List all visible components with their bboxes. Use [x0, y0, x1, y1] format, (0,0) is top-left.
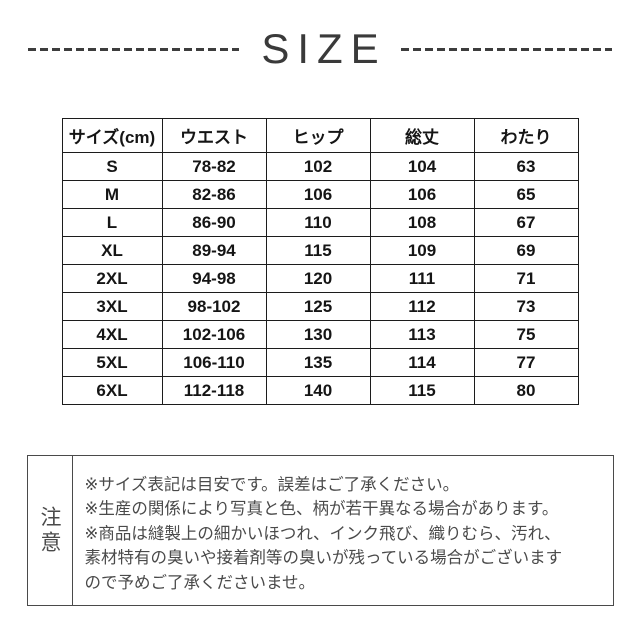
table-row: L 86-90 110 108 67 [61, 208, 579, 237]
cell-total-length: 108 [369, 208, 475, 237]
page-title: SIZE [261, 25, 387, 72]
cell-waist: 82-86 [161, 180, 267, 209]
notice-box: 注意 ※サイズ表記は目安です。誤差はご了承ください。 ※生産の関係により写真と色… [26, 455, 614, 607]
table-row: 6XL 112-118 140 115 80 [61, 376, 579, 405]
cell-size: XL [61, 236, 163, 265]
table-row: 2XL 94-98 120 111 71 [61, 264, 579, 293]
cell-hip: 140 [265, 376, 371, 405]
notice-text: ※サイズ表記は目安です。誤差はご了承ください。 ※生産の関係により写真と色、柄が… [73, 456, 613, 605]
header-size: サイズ(cm) [61, 118, 163, 153]
cell-hip: 120 [265, 264, 371, 293]
notice-line: ので予めご了承くださいませ。 [84, 573, 316, 592]
cell-waist: 86-90 [161, 208, 267, 237]
cell-hip: 125 [265, 292, 371, 321]
cell-waist: 106-110 [161, 348, 267, 377]
notice-label-cell: 注意 [28, 456, 73, 606]
header-waist: ウエスト [161, 118, 267, 153]
cell-thigh: 67 [473, 208, 579, 237]
cell-thigh: 75 [473, 320, 579, 349]
cell-waist: 102-106 [161, 320, 267, 349]
notice-line: ※生産の関係により写真と色、柄が若干異なる場合があります。 [84, 500, 559, 519]
cell-hip: 130 [265, 320, 371, 349]
cell-thigh: 71 [473, 264, 579, 293]
notice-line: 素材特有の臭いや接着剤等の臭いが残っている場合がございます [84, 549, 563, 568]
notice-line: ※商品は縫製上の細かいほつれ、インク飛び、織りむら、汚れ、 [84, 524, 561, 543]
cell-thigh: 65 [473, 180, 579, 209]
cell-size: 6XL [61, 376, 163, 405]
header-thigh: わたり [473, 118, 579, 153]
cell-total-length: 113 [369, 320, 475, 349]
table-row: 5XL 106-110 135 114 77 [61, 348, 579, 377]
cell-thigh: 69 [473, 236, 579, 265]
cell-hip: 106 [265, 180, 371, 209]
table-row: XL 89-94 115 109 69 [61, 236, 579, 265]
table-row: S 78-82 102 104 63 [61, 152, 579, 181]
cell-hip: 135 [265, 348, 371, 377]
cell-waist: 78-82 [161, 152, 267, 181]
cell-waist: 98-102 [161, 292, 267, 321]
cell-size: L [61, 208, 163, 237]
table-row: 4XL 102-106 130 113 75 [61, 320, 579, 349]
table-row: 3XL 98-102 125 112 73 [61, 292, 579, 321]
size-table-header-row: サイズ(cm) ウエスト ヒップ 総丈 わたり [61, 118, 579, 153]
cell-thigh: 63 [473, 152, 579, 181]
cell-size: S [61, 152, 163, 181]
notice-line: ※サイズ表記は目安です。誤差はご了承ください。 [84, 476, 460, 494]
cell-hip: 110 [265, 208, 371, 237]
cell-total-length: 106 [369, 180, 475, 209]
table-row: M 82-86 106 106 65 [61, 180, 579, 209]
cell-size: 3XL [61, 292, 163, 321]
size-title-row: SIZE [28, 24, 613, 74]
cell-total-length: 114 [369, 348, 475, 377]
notice-label: 注意 [38, 505, 61, 556]
cell-size: 5XL [61, 348, 163, 377]
title-dash-right [400, 47, 613, 51]
header-hip: ヒップ [265, 118, 371, 153]
header-total-length: 総丈 [369, 118, 475, 153]
cell-waist: 89-94 [161, 236, 267, 265]
cell-size: 4XL [61, 320, 163, 349]
cell-total-length: 104 [369, 152, 475, 181]
cell-total-length: 109 [369, 236, 475, 265]
cell-thigh: 77 [473, 348, 579, 377]
cell-hip: 102 [265, 152, 371, 181]
cell-thigh: 80 [473, 376, 579, 405]
size-table: サイズ(cm) ウエスト ヒップ 総丈 わたり S 78-82 102 104 … [61, 118, 579, 405]
cell-waist: 94-98 [161, 264, 267, 293]
cell-total-length: 112 [369, 292, 475, 321]
cell-size: M [61, 180, 163, 209]
cell-hip: 115 [265, 236, 371, 265]
cell-waist: 112-118 [161, 376, 267, 405]
cell-thigh: 73 [473, 292, 579, 321]
cell-size: 2XL [61, 264, 163, 293]
title-dash-left [28, 47, 240, 51]
cell-total-length: 111 [369, 264, 475, 293]
cell-total-length: 115 [369, 376, 475, 405]
